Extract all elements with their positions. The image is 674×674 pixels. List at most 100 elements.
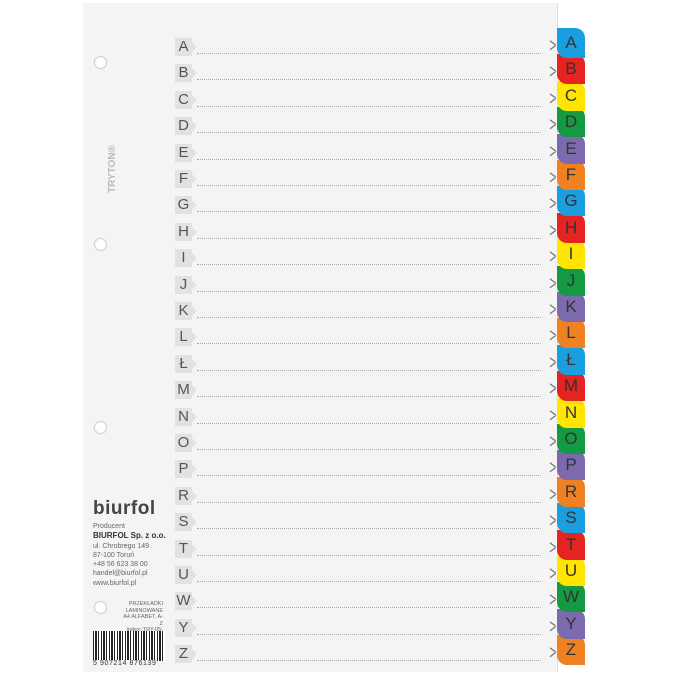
dotted-line <box>197 317 541 318</box>
chevron-right-icon: > <box>549 193 557 216</box>
tab-F[interactable]: F <box>557 160 585 190</box>
punch-hole <box>94 601 107 614</box>
barcode-number: 5 907214 876139 <box>93 660 157 667</box>
index-row: L > <box>175 326 557 347</box>
row-letter: M <box>175 381 197 400</box>
chevron-right-icon: > <box>549 642 557 665</box>
tab-Z[interactable]: Z <box>557 635 585 666</box>
chevron-right-icon: > <box>549 61 557 84</box>
tab-S[interactable]: S <box>557 503 585 534</box>
producer-web: www.biurfol.pl <box>93 579 137 587</box>
row-letter: B <box>175 64 197 83</box>
punch-hole <box>94 238 107 251</box>
chevron-right-icon: > <box>549 325 557 348</box>
tab-N[interactable]: N <box>557 397 585 428</box>
row-letter: H <box>175 222 197 241</box>
index-row: A > <box>175 36 557 56</box>
tab-D[interactable]: D <box>557 107 585 138</box>
tab-Ł[interactable]: Ł <box>557 344 585 375</box>
product-line: A4 ALFABET. A-Z <box>123 614 163 627</box>
row-letter: E <box>175 143 197 162</box>
dotted-line <box>197 237 541 239</box>
chevron-right-icon: > <box>549 563 557 585</box>
chevron-right-icon: > <box>549 351 557 374</box>
index-row: M > <box>175 379 557 400</box>
producer-email: handel@biurfol.pl <box>93 570 148 578</box>
dotted-line <box>197 264 541 266</box>
dotted-line <box>197 475 541 477</box>
index-row: G > <box>175 194 557 215</box>
row-letter: Y <box>175 618 197 637</box>
chevron-right-icon: > <box>549 87 557 110</box>
row-letter: P <box>175 460 197 479</box>
tab-Y[interactable]: Y <box>557 608 585 639</box>
chevron-right-icon: > <box>549 114 557 137</box>
index-row: N > <box>175 406 557 426</box>
tab-L[interactable]: L <box>557 318 585 349</box>
chevron-right-icon: > <box>549 378 557 401</box>
dotted-line <box>197 554 541 556</box>
row-letter: G <box>175 196 197 215</box>
row-letter: K <box>175 302 197 320</box>
tab-I[interactable]: I <box>557 239 585 270</box>
tab-K[interactable]: K <box>557 292 585 322</box>
tryton-logo: TRYTON® <box>107 145 118 193</box>
index-row: B > <box>175 62 557 83</box>
row-letter: W <box>175 592 197 611</box>
producer-city: 87-100 Toruń <box>93 551 135 559</box>
dotted-line <box>197 528 541 530</box>
producer-street: ul. Chrobrego 149 <box>93 542 150 550</box>
tab-W[interactable]: W <box>557 582 585 613</box>
biurfol-logo: biurfol <box>93 498 156 519</box>
index-row: J > <box>175 274 557 294</box>
index-row: K > <box>175 300 557 320</box>
row-letter: C <box>175 90 197 109</box>
dotted-line <box>197 633 541 635</box>
row-letter: Z <box>175 645 197 664</box>
dotted-line <box>197 105 541 107</box>
chevron-right-icon: > <box>549 615 557 638</box>
tab-R[interactable]: R <box>557 476 585 507</box>
index-row: W > <box>175 590 557 611</box>
tab-J[interactable]: J <box>557 265 585 296</box>
index-row: Y > <box>175 617 557 637</box>
row-letter: T <box>175 539 197 558</box>
dotted-line <box>197 660 541 662</box>
producer-phone: +48 56 623 38 00 <box>93 561 148 569</box>
row-letter: Ł <box>175 354 197 373</box>
tab-U[interactable]: U <box>557 556 585 586</box>
dotted-line <box>197 343 541 345</box>
tab-P[interactable]: P <box>557 450 585 481</box>
dotted-line <box>197 369 541 371</box>
tab-O[interactable]: O <box>557 424 585 454</box>
tab-E[interactable]: E <box>557 133 585 164</box>
tab-G[interactable]: G <box>557 186 585 217</box>
row-letter: A <box>175 38 197 56</box>
tab-H[interactable]: H <box>557 212 585 243</box>
chevron-right-icon: > <box>549 457 557 480</box>
dotted-line <box>197 501 541 503</box>
index-row: Ł > <box>175 353 557 373</box>
divider-page: TRYTON® A > B > C > D > E > F > G > H > I > J > K > L > Ł > M > N > O >… <box>83 3 558 672</box>
index-row: U > <box>175 564 557 584</box>
row-letter: I <box>175 249 197 268</box>
chevron-right-icon: > <box>549 404 557 427</box>
chevron-right-icon: > <box>549 510 557 533</box>
tab-T[interactable]: T <box>557 529 585 560</box>
tab-A[interactable]: A <box>557 28 585 58</box>
chevron-right-icon: > <box>549 219 557 242</box>
tab-B[interactable]: B <box>557 54 585 85</box>
index-row: E > <box>175 142 557 162</box>
tab-M[interactable]: M <box>557 371 585 402</box>
index-row: D > <box>175 115 557 136</box>
tab-C[interactable]: C <box>557 80 585 111</box>
product-line: PRZEKŁADKI <box>128 601 163 607</box>
chevron-right-icon: > <box>549 483 557 506</box>
row-letter: N <box>175 407 197 426</box>
dotted-line <box>197 211 541 213</box>
row-letter: J <box>175 275 197 294</box>
index-row: P > <box>175 458 557 479</box>
row-letter: D <box>175 117 197 136</box>
index-row: H > <box>175 221 557 241</box>
dotted-line <box>197 53 541 54</box>
